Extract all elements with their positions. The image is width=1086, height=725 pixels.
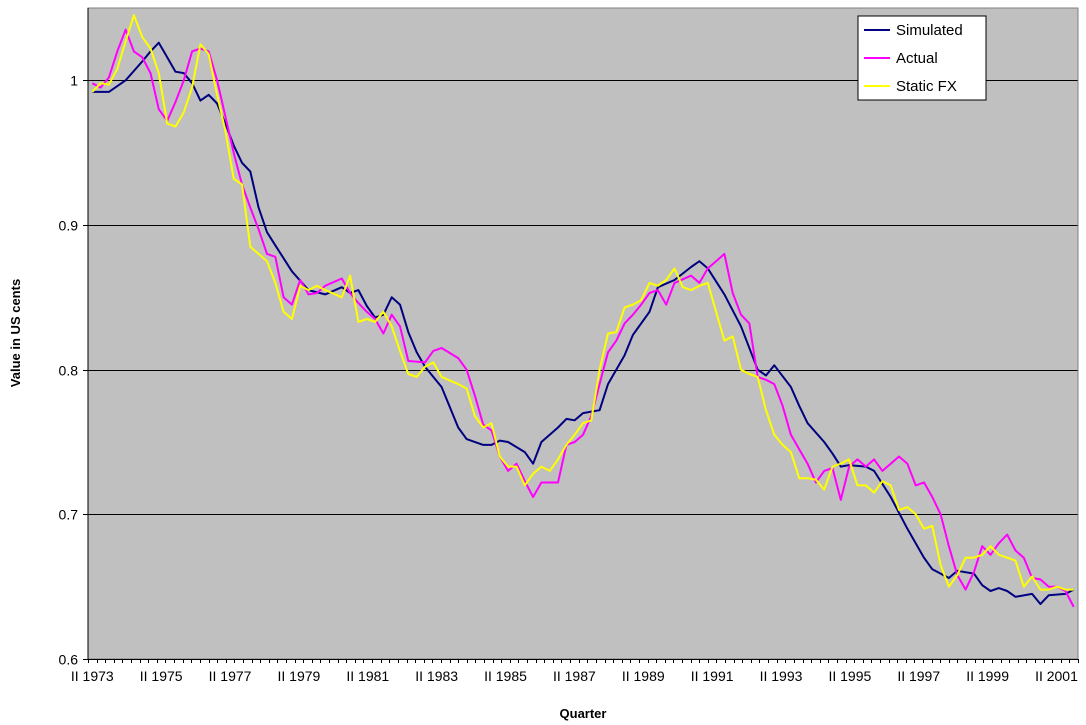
plot-area [88,8,1078,659]
x-tick-label: II 1989 [622,668,665,684]
y-tick-label: 0.6 [59,652,79,668]
x-axis: II 1973 II 1975 II 1977 II 1979 II 1981 II 19… [71,659,1079,684]
y-axis-title: Value in US cents [8,279,23,387]
x-axis-title: Quarter [560,706,607,721]
y-tick-label: 0.9 [59,218,79,234]
y-tick-label: 0.7 [59,507,79,523]
x-tick-label: II 2001 [1035,668,1078,684]
legend-label-static-fx: Static FX [896,78,957,95]
series-line-static-fx [91,14,1074,591]
x-tick-label: II 1993 [760,668,803,684]
legend-label-actual: Actual [896,50,938,67]
x-tick-label: II 1999 [966,668,1009,684]
x-tick-label: II 1973 [71,668,114,684]
series-line-simulated [92,41,1075,605]
x-tick-label: II 1995 [828,668,871,684]
x-tick-label: II 1981 [346,668,389,684]
x-tick-label: II 1985 [484,668,527,684]
x-tick-label: II 1987 [553,668,596,684]
x-tick-label: II 1991 [691,668,734,684]
x-tick-label: II 1975 [140,668,183,684]
x-tick-label: II 1977 [209,668,252,684]
series-lines [91,14,1075,608]
y-tick-label: 1 [70,73,78,89]
legend-label-simulated: Simulated [896,22,963,39]
x-tick-label: II 1983 [415,668,458,684]
y-axis: 0.6 0.7 0.8 0.9 1 [59,8,89,668]
legend: Simulated Actual Static FX [857,15,987,101]
x-tick-label: II 1979 [277,668,320,684]
x-tick-label: II 1997 [897,668,940,684]
y-tick-label: 0.8 [59,363,79,379]
